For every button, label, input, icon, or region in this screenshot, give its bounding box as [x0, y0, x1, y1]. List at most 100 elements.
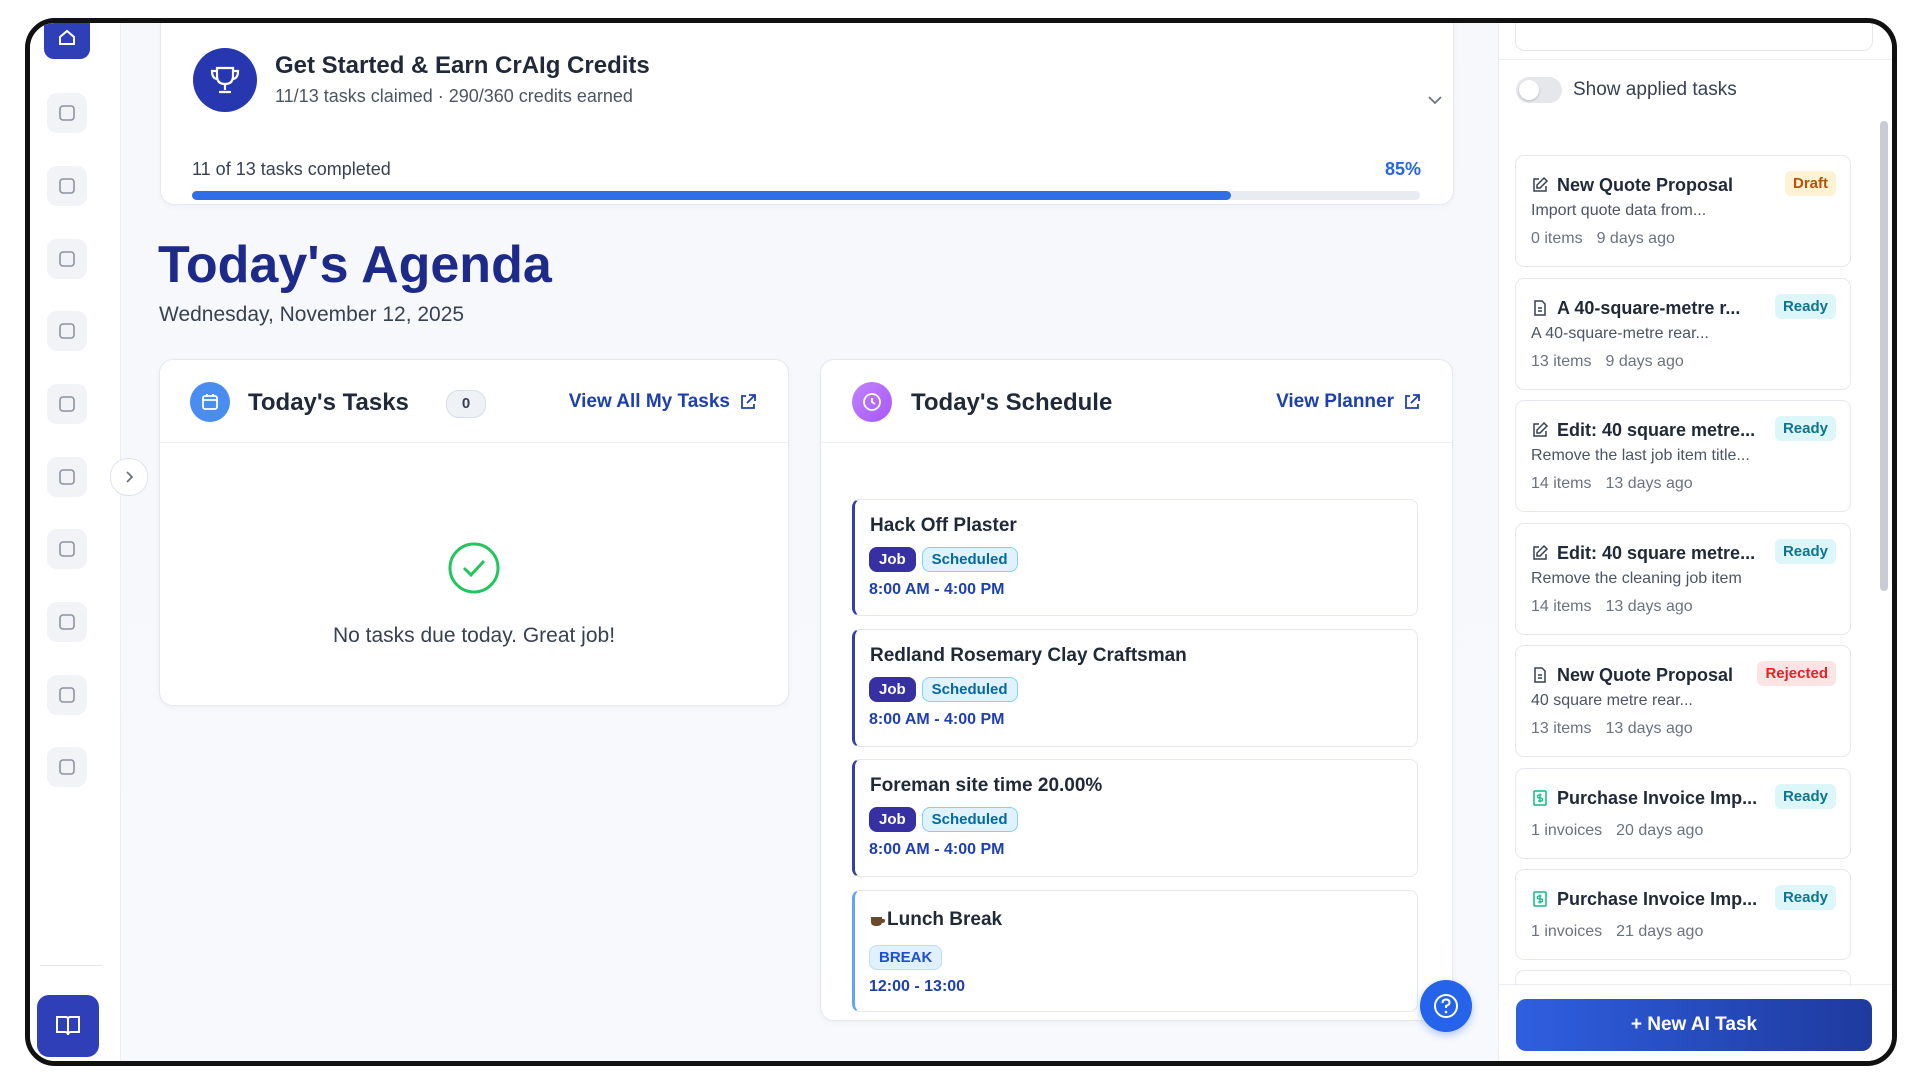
task-status: Draft	[1784, 171, 1836, 196]
task-meta: 1 invoices 20 days ago	[1531, 822, 1717, 840]
meta-item: 21 days ago	[1616, 923, 1704, 940]
icon-shape	[462, 559, 486, 578]
badge-row: Job Scheduled	[869, 807, 1024, 832]
schedule-item[interactable]: Foreman site time 20.00% Job Scheduled 8:00…	[852, 759, 1418, 877]
task-status: Ready	[1774, 294, 1836, 319]
collapse-chevron[interactable]	[1423, 88, 1447, 112]
schedule-item[interactable]: Lunch Break BREAK 12:00 - 13:00	[852, 890, 1418, 1012]
schedule-link[interactable]: View Planner	[1276, 391, 1394, 412]
icon-shape	[1441, 998, 1451, 1008]
task-description: Remove the last job item title...	[1531, 447, 1750, 464]
task-card[interactable]: New Quote Proposal Rejected 40 square metr…	[1515, 645, 1851, 757]
task-title: Purchase Invoice Imp...	[1557, 889, 1758, 909]
icon-shape	[1533, 421, 1549, 437]
meta-item: 9 days ago	[1605, 353, 1684, 370]
meta-item: 0 items	[1531, 230, 1583, 247]
task-icon	[1531, 789, 1549, 812]
task-icon	[1531, 421, 1549, 444]
onboarding-title: Get Started & Earn CrAIg Credits	[275, 52, 650, 79]
icon-shape	[59, 687, 75, 703]
meta-item: 1 invoices	[1531, 822, 1603, 839]
nav-icon[interactable]	[47, 384, 87, 424]
task-card[interactable]: Purchase Invoice Imp... Ready 1 invoices 21…	[1515, 869, 1851, 960]
meta-item: 1 invoices	[1531, 923, 1603, 940]
nav-icon[interactable]	[47, 93, 87, 133]
nav-icon[interactable]	[47, 747, 87, 787]
icon-shape	[1536, 894, 1544, 904]
success-check	[448, 542, 500, 594]
icon-shape	[126, 471, 134, 483]
icon-shape	[59, 469, 75, 485]
icon-shape	[59, 614, 75, 630]
icon-shape	[1533, 421, 1549, 437]
home-button[interactable]	[44, 23, 90, 59]
panel-search[interactable]	[1515, 23, 1873, 51]
task-meta: 1 invoices 21 days ago	[1531, 923, 1717, 941]
icon-shape	[1533, 790, 1547, 806]
meta-item: 9 days ago	[1596, 230, 1675, 247]
applied-toggle[interactable]	[1516, 77, 1562, 103]
nav-icon[interactable]	[47, 166, 87, 206]
icon-shape	[59, 469, 75, 485]
progress-fill	[192, 191, 1231, 200]
task-card[interactable]: Edit: Worthing Lands...Ready	[1515, 970, 1851, 986]
item-time: 8:00 AM - 4:00 PM	[869, 581, 1005, 598]
help-icon	[1434, 994, 1458, 1018]
icon-shape	[56, 1016, 80, 1036]
schedule-item[interactable]: Redland Rosemary Clay Craftsman Job Schedu…	[852, 629, 1418, 747]
icon-shape	[1536, 793, 1544, 803]
icon-shape	[1434, 994, 1458, 1018]
card-divider	[821, 442, 1452, 443]
badge-row: Job Scheduled	[869, 677, 1024, 702]
icon-shape	[1534, 300, 1546, 316]
nav-icon[interactable]	[47, 239, 87, 279]
task-meta: 13 items 9 days ago	[1531, 353, 1698, 371]
tasks-link[interactable]: View All My Tasks	[568, 391, 730, 412]
meta-item: 14 items	[1531, 598, 1592, 615]
icon-shape	[1533, 891, 1547, 907]
icon-shape	[1534, 667, 1546, 683]
nav-icon[interactable]	[47, 457, 87, 497]
item-title: Lunch Break	[887, 909, 1003, 930]
nav-icon[interactable]	[47, 529, 87, 569]
card-divider	[160, 442, 788, 443]
progress-text: 11 of 13 tasks completed	[192, 159, 391, 179]
icon-shape	[59, 541, 75, 557]
meta-item: 13 days ago	[1605, 720, 1693, 737]
nav-icon[interactable]	[47, 602, 87, 642]
onboarding-card: Get Started & Earn CrAIg Credits 11/13 t…	[160, 23, 1454, 205]
task-card[interactable]: Purchase Invoice Imp... Ready 1 invoices 20…	[1515, 768, 1851, 859]
scrollbar	[1880, 121, 1888, 591]
help-button[interactable]	[1420, 980, 1472, 1032]
item-title: Hack Off Plaster	[870, 515, 1017, 536]
meta-item: 13 items	[1531, 720, 1592, 737]
trophy-icon	[210, 66, 240, 94]
expand-sidebar[interactable]	[110, 458, 148, 496]
task-icon	[1531, 544, 1549, 567]
new-ai-task-button[interactable]: + New AI Task	[1516, 999, 1872, 1051]
icon-shape	[59, 29, 75, 45]
app-window: Get Started & Earn CrAIg Credits 11/13 t…	[25, 18, 1897, 1066]
meta-item: 20 days ago	[1616, 822, 1704, 839]
home-icon	[59, 29, 75, 45]
external-link-icon	[1405, 394, 1420, 409]
schedule-item[interactable]: Hack Off Plaster Job Scheduled 8:00 AM - 4:…	[852, 499, 1418, 616]
nav-icon[interactable]	[47, 675, 87, 715]
task-card[interactable]: Edit: 40 square metre... Ready Remove the …	[1515, 400, 1851, 512]
task-description: Remove the cleaning job item	[1531, 570, 1742, 587]
coffee-icon	[869, 911, 887, 934]
guide-button[interactable]	[37, 995, 99, 1057]
icon-shape	[59, 105, 75, 121]
icon-shape	[59, 541, 75, 557]
tasks-title: Today's Tasks	[248, 389, 409, 416]
icon-shape	[59, 759, 75, 775]
badge-row: BREAK	[869, 945, 948, 970]
task-card[interactable]: A 40-square-metre r... Ready A 40-square-m…	[1515, 278, 1851, 390]
task-card[interactable]: New Quote Proposal Draft Import quote data…	[1515, 155, 1851, 267]
sidebar	[30, 23, 121, 1061]
task-description: 40 square metre rear...	[1531, 692, 1693, 709]
calendar-icon	[202, 394, 218, 410]
icon-shape	[1533, 790, 1547, 806]
nav-icon[interactable]	[47, 311, 87, 351]
task-card[interactable]: Edit: 40 square metre... Ready Remove the …	[1515, 523, 1851, 635]
